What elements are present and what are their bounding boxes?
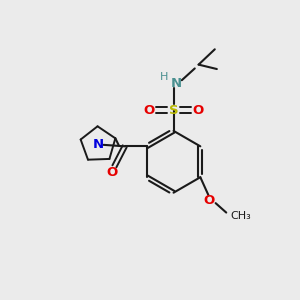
Text: O: O [144, 104, 155, 117]
Text: S: S [169, 104, 178, 117]
Text: O: O [192, 104, 203, 117]
Text: O: O [203, 194, 215, 207]
Text: N: N [170, 77, 182, 90]
Text: CH₃: CH₃ [230, 212, 251, 221]
Text: O: O [106, 166, 118, 179]
Text: H: H [160, 72, 168, 82]
Text: N: N [93, 138, 104, 151]
